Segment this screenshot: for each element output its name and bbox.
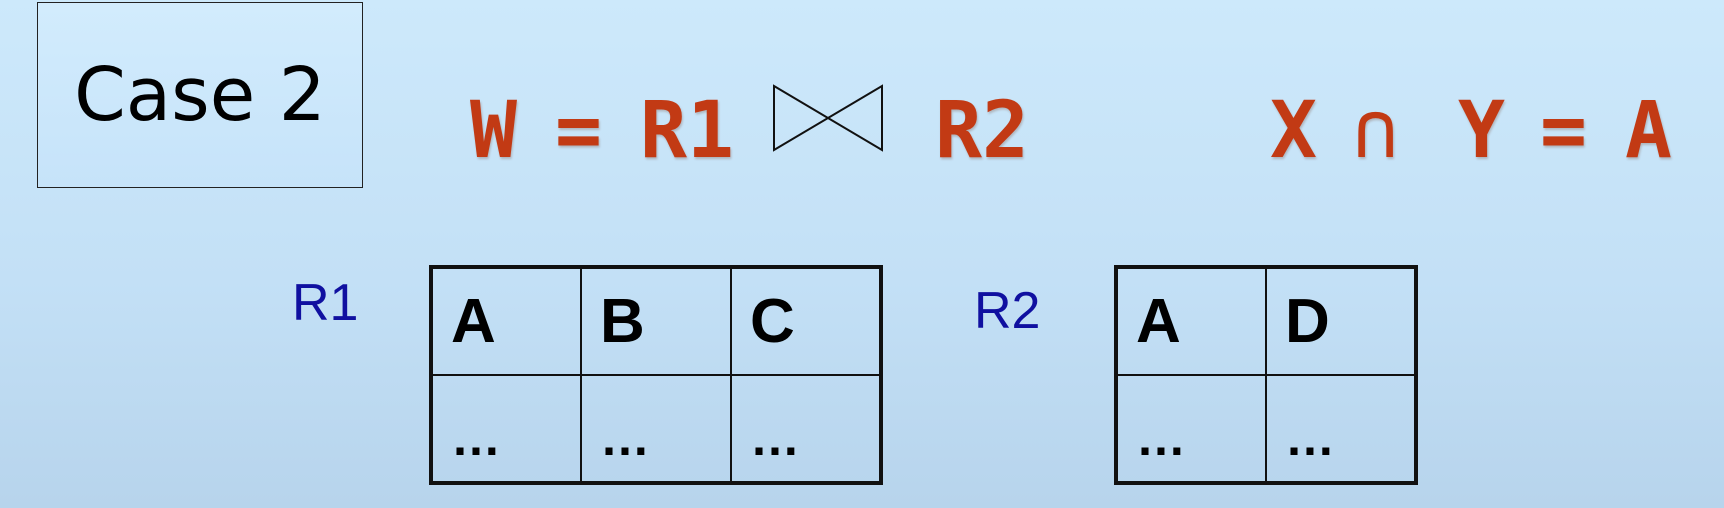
table-cell: … <box>1115 374 1267 484</box>
column-header: D <box>1265 266 1417 376</box>
formula-r1: R1 <box>640 86 734 176</box>
case-label: Case 2 <box>74 52 326 138</box>
header-row: A D <box>1115 266 1417 376</box>
table-row: … … <box>1115 374 1417 484</box>
column-header: A <box>430 266 582 376</box>
formula-equals-2: = <box>1540 86 1587 176</box>
column-header: B <box>580 266 732 376</box>
table-cell: … <box>430 374 582 484</box>
formula-equals-1: = <box>555 86 602 176</box>
intersect-symbol: ∩ <box>1352 86 1399 176</box>
relation-table-r2: A D … … <box>1114 265 1418 485</box>
formula-a: A <box>1625 86 1672 176</box>
relation-label-r2: R2 <box>974 282 1041 340</box>
formula-lhs: W <box>470 86 517 176</box>
formula-x: X <box>1270 86 1317 176</box>
natural-join-icon <box>773 84 883 152</box>
relation-table-r1: A B C … … … <box>429 265 883 485</box>
table-cell: … <box>1265 374 1417 484</box>
table-row: … … … <box>430 374 882 484</box>
table-cell: … <box>580 374 732 484</box>
relation-label-r1: R1 <box>292 274 359 332</box>
column-header: A <box>1115 266 1267 376</box>
formula-r2: R2 <box>935 86 1029 176</box>
table-cell: … <box>730 374 882 484</box>
column-header: C <box>730 266 882 376</box>
header-row: A B C <box>430 266 882 376</box>
formula-y: Y <box>1458 86 1505 176</box>
case-label-box: Case 2 <box>37 2 363 188</box>
